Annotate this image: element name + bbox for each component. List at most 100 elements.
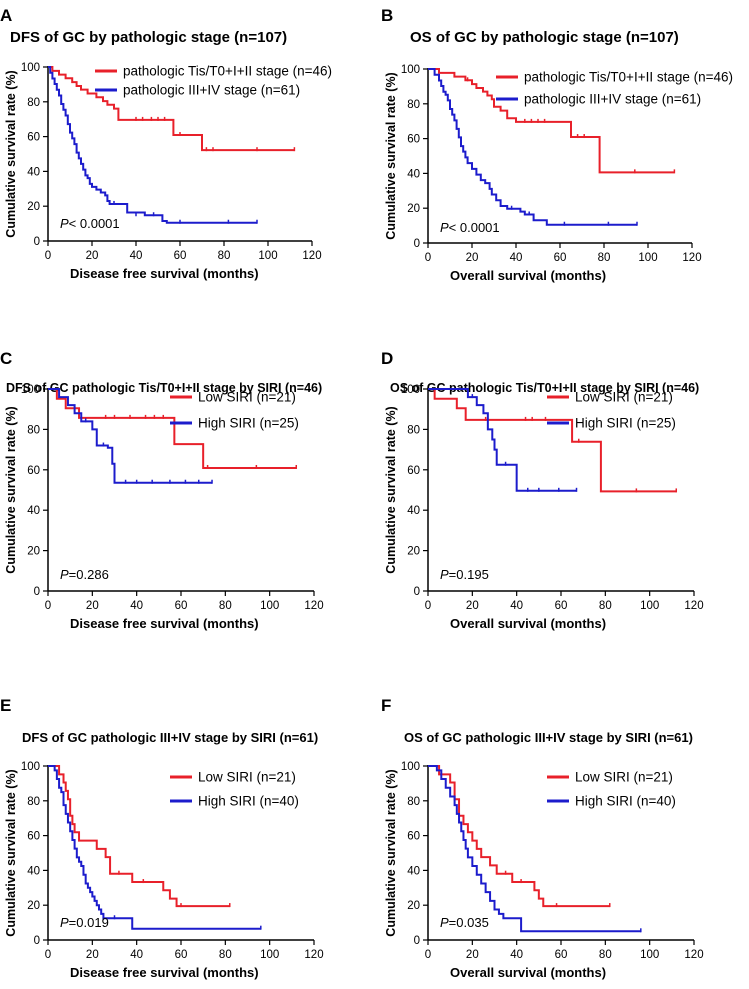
x-axis-label: Disease free survival (months) xyxy=(70,965,259,980)
x-tick-label: 40 xyxy=(510,949,523,961)
p-value: P=0.019 xyxy=(60,915,109,930)
panel-letter: B xyxy=(381,6,393,25)
y-tick-label: 0 xyxy=(34,935,40,947)
x-tick-label: 100 xyxy=(640,949,659,961)
series-line-red xyxy=(428,388,677,493)
y-tick-label: 20 xyxy=(27,201,40,213)
x-axis-label: Disease free survival (months) xyxy=(70,266,259,281)
p-label: P xyxy=(60,915,69,930)
y-tick-label: 60 xyxy=(407,465,420,477)
p-value-text: < 0.0001 xyxy=(69,216,120,231)
x-tick-label: 100 xyxy=(638,252,657,264)
y-tick-label: 60 xyxy=(27,465,40,477)
x-axis-label: Overall survival (months) xyxy=(450,965,606,980)
legend-label: pathologic Tis/T0+I+II stage (n=46) xyxy=(524,70,733,85)
y-tick-label: 100 xyxy=(21,62,40,74)
x-tick-label: 120 xyxy=(682,252,701,264)
panel-c: C DFS of GC pathologic Tis/T0+I+II stage … xyxy=(0,349,324,631)
y-tick-label: 80 xyxy=(27,97,40,109)
y-tick-label: 60 xyxy=(27,132,40,144)
y-tick-label: 100 xyxy=(401,384,420,396)
y-tick-label: 60 xyxy=(27,831,40,843)
x-tick-label: 40 xyxy=(130,949,143,961)
y-tick-label: 0 xyxy=(414,935,420,947)
legend-label: Low SIRI (n=21) xyxy=(575,770,673,785)
series-line-blue xyxy=(428,388,577,492)
x-tick-label: 20 xyxy=(86,949,99,961)
p-value: P=0.195 xyxy=(440,567,489,582)
p-label: P xyxy=(60,567,69,582)
y-tick-label: 60 xyxy=(407,134,420,146)
panel-a: A DFS of GC by pathologic stage (n=107) 0 2… xyxy=(0,6,332,281)
legend-label: High SIRI (n=40) xyxy=(198,794,299,809)
series-line-red xyxy=(48,388,297,469)
panel-letter: C xyxy=(0,349,12,368)
y-axis-label: Cumulative survival rate (%) xyxy=(384,769,398,936)
y-tick-label: 20 xyxy=(407,900,420,912)
legend-label: High SIRI (n=25) xyxy=(575,416,676,431)
p-label: P xyxy=(60,216,69,231)
panel-letter: E xyxy=(0,696,11,715)
panel-f: F OS of GC pathologic III+IV stage by SIR… xyxy=(381,696,704,980)
x-tick-label: 20 xyxy=(466,600,479,612)
legend-label: High SIRI (n=25) xyxy=(198,416,299,431)
panel-b: B OS of GC by pathologic stage (n=107) 0 20… xyxy=(381,6,733,283)
chart-title: OS of GC pathologic III+IV stage by SIRI… xyxy=(404,730,693,745)
p-value: P=0.035 xyxy=(440,915,489,930)
y-tick-label: 20 xyxy=(407,203,420,215)
p-label: P xyxy=(440,220,449,235)
x-tick-label: 0 xyxy=(45,949,51,961)
y-tick-label: 0 xyxy=(34,586,40,598)
y-tick-label: 100 xyxy=(401,64,420,76)
chart-title: DFS of GC by pathologic stage (n=107) xyxy=(10,29,287,46)
series-line-blue xyxy=(48,66,257,224)
y-axis-label: Cumulative survival rate (%) xyxy=(4,406,18,573)
y-tick-label: 40 xyxy=(27,505,40,517)
p-value: P=0.286 xyxy=(60,567,109,582)
x-tick-label: 120 xyxy=(302,250,321,262)
x-tick-label: 120 xyxy=(684,600,703,612)
p-value-text: =0.019 xyxy=(69,915,109,930)
x-tick-label: 40 xyxy=(510,252,523,264)
x-tick-label: 80 xyxy=(599,600,612,612)
x-tick-label: 80 xyxy=(219,949,232,961)
series-line-red xyxy=(428,68,675,174)
y-tick-label: 20 xyxy=(407,546,420,558)
x-axis-label: Overall survival (months) xyxy=(450,616,606,631)
panel-d: DOS of GC pathologic Tis/T0+I+II stage b… xyxy=(381,349,704,631)
y-tick-label: 100 xyxy=(21,761,40,773)
y-tick-label: 40 xyxy=(407,865,420,877)
legend-label: pathologic Tis/T0+I+II stage (n=46) xyxy=(123,64,332,79)
x-tick-label: 60 xyxy=(555,949,568,961)
legend-label: pathologic III+IV stage (n=61) xyxy=(524,92,701,107)
p-value-text: < 0.0001 xyxy=(449,220,500,235)
x-tick-label: 120 xyxy=(304,949,323,961)
p-label: P xyxy=(440,915,449,930)
y-tick-label: 40 xyxy=(407,168,420,180)
x-tick-label: 0 xyxy=(425,252,431,264)
x-tick-label: 20 xyxy=(86,250,99,262)
x-tick-label: 80 xyxy=(598,252,611,264)
x-tick-label: 60 xyxy=(554,252,567,264)
chart-title: DFS of GC pathologic III+IV stage by SIR… xyxy=(22,730,318,745)
series-line-red xyxy=(428,765,610,908)
series-line-red xyxy=(48,765,230,908)
chart-title: OS of GC by pathologic stage (n=107) xyxy=(410,29,679,46)
y-tick-label: 80 xyxy=(407,424,420,436)
legend-label: Low SIRI (n=21) xyxy=(198,390,296,405)
x-tick-label: 0 xyxy=(425,600,431,612)
y-axis-label: Cumulative survival rate (%) xyxy=(4,769,18,936)
legend-label: pathologic III+IV stage (n=61) xyxy=(123,83,300,98)
p-value: P< 0.0001 xyxy=(440,220,500,235)
x-tick-label: 20 xyxy=(466,949,479,961)
y-axis-label: Cumulative survival rate (%) xyxy=(384,406,398,573)
y-tick-label: 100 xyxy=(401,761,420,773)
x-tick-label: 0 xyxy=(45,600,51,612)
series-line-blue xyxy=(48,388,213,484)
x-tick-label: 80 xyxy=(218,250,231,262)
y-tick-label: 80 xyxy=(27,796,40,808)
y-tick-label: 80 xyxy=(407,99,420,111)
x-tick-label: 100 xyxy=(260,949,279,961)
y-tick-label: 80 xyxy=(27,424,40,436)
